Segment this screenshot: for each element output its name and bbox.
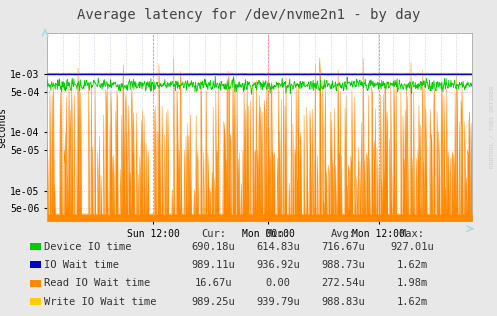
Text: 1.62m: 1.62m bbox=[397, 297, 428, 307]
Text: 927.01u: 927.01u bbox=[391, 242, 434, 252]
Text: Read IO Wait time: Read IO Wait time bbox=[44, 278, 150, 289]
Text: 690.18u: 690.18u bbox=[192, 242, 236, 252]
Text: 988.83u: 988.83u bbox=[321, 297, 365, 307]
Text: 988.73u: 988.73u bbox=[321, 260, 365, 270]
Y-axis label: seconds: seconds bbox=[0, 106, 7, 148]
Text: 716.67u: 716.67u bbox=[321, 242, 365, 252]
Text: Average latency for /dev/nvme2n1 - by day: Average latency for /dev/nvme2n1 - by da… bbox=[77, 8, 420, 22]
Text: 989.25u: 989.25u bbox=[192, 297, 236, 307]
Text: Max:: Max: bbox=[400, 229, 425, 239]
Text: Min:: Min: bbox=[266, 229, 291, 239]
Text: 989.11u: 989.11u bbox=[192, 260, 236, 270]
Text: 936.92u: 936.92u bbox=[256, 260, 300, 270]
Text: Cur:: Cur: bbox=[201, 229, 226, 239]
Text: 16.67u: 16.67u bbox=[195, 278, 233, 289]
Text: Write IO Wait time: Write IO Wait time bbox=[44, 297, 156, 307]
Text: RRDTOOL / TOBI OETIKER: RRDTOOL / TOBI OETIKER bbox=[490, 85, 495, 168]
Text: Avg:: Avg: bbox=[331, 229, 355, 239]
Text: 1.98m: 1.98m bbox=[397, 278, 428, 289]
Text: 0.00: 0.00 bbox=[266, 278, 291, 289]
Text: 614.83u: 614.83u bbox=[256, 242, 300, 252]
Text: 1.62m: 1.62m bbox=[397, 260, 428, 270]
Text: Device IO time: Device IO time bbox=[44, 242, 131, 252]
Text: IO Wait time: IO Wait time bbox=[44, 260, 119, 270]
Text: 272.54u: 272.54u bbox=[321, 278, 365, 289]
Text: 939.79u: 939.79u bbox=[256, 297, 300, 307]
